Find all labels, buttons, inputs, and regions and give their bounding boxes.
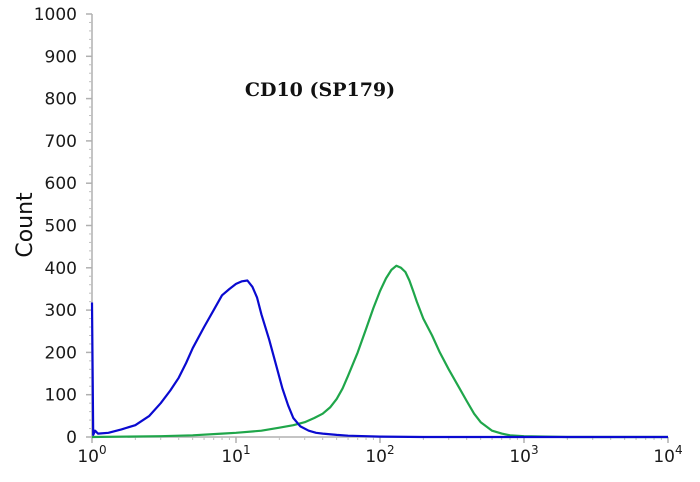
y-tick-label: 600	[45, 174, 77, 194]
x-tick-label: 103	[509, 443, 538, 467]
y-tick-label: 700	[45, 132, 77, 152]
y-tick-label: 100	[45, 386, 77, 406]
series-layer	[90, 264, 668, 439]
histogram-series-1	[91, 264, 668, 439]
chart-title: CD10 (SP179)	[245, 79, 395, 101]
x-tick-label: 102	[365, 443, 394, 467]
x-tick-label: 101	[221, 443, 250, 467]
y-tick-label: 300	[45, 301, 77, 321]
x-tick-label: 104	[653, 443, 682, 467]
x-tick-label: 100	[77, 443, 106, 467]
x-ticks: 100 101 102 103 104	[77, 437, 683, 467]
y-tick-label: 200	[45, 343, 77, 363]
histogram-series-0	[90, 279, 668, 439]
axes	[91, 14, 668, 438]
y-tick-label: 800	[45, 90, 77, 110]
y-axis-label: Count	[13, 192, 38, 258]
y-tick-label: 900	[45, 47, 77, 67]
y-tick-label: 0	[66, 428, 77, 448]
y-tick-label: 1000	[34, 5, 77, 25]
y-tick-label: 400	[45, 259, 77, 279]
y-tick-label: 500	[45, 217, 77, 237]
y-ticks: 0 100 200 300 400 500 600 700 800 900 1000	[34, 5, 92, 448]
